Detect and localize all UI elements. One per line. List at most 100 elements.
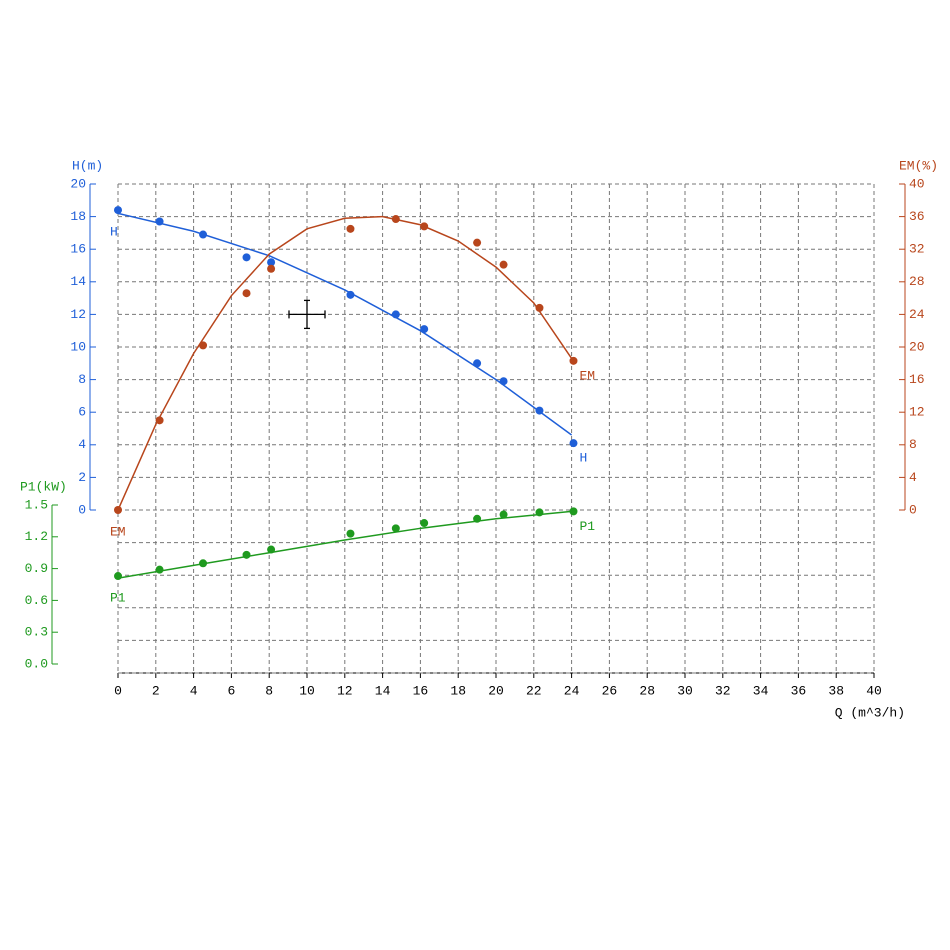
x-tick-label: 12	[337, 683, 353, 698]
data-point	[155, 565, 164, 574]
y2-tick-label: 40	[909, 176, 925, 191]
y-tick-label: 12	[70, 307, 86, 322]
y2-tick-label: 32	[909, 242, 925, 257]
fit-curve	[117, 215, 573, 511]
x-tick-label: 34	[753, 683, 769, 698]
data-point	[499, 377, 508, 386]
x-tick-label: 16	[413, 683, 429, 698]
data-point	[391, 215, 400, 224]
data-point	[114, 572, 122, 581]
data-point	[267, 545, 276, 554]
data-point	[267, 258, 276, 267]
x-tick-label: 4	[190, 683, 198, 698]
y2-tick-label: 28	[909, 274, 925, 289]
x-tick-label: 8	[265, 683, 273, 698]
x-tick-label: 18	[450, 683, 466, 698]
y-tick-label: 0	[78, 502, 86, 517]
data-point	[473, 359, 482, 368]
x-tick-label: 28	[639, 683, 655, 698]
data-point	[346, 224, 355, 233]
data-point	[346, 290, 355, 299]
x-tick-label: 36	[791, 683, 807, 698]
data-point	[569, 507, 578, 516]
y3-axis-title: P1(kW)	[20, 479, 67, 494]
data-point	[346, 529, 355, 538]
y3-tick-label: 0.9	[25, 561, 48, 576]
cursor	[288, 299, 326, 330]
data-point	[267, 264, 276, 273]
data-point	[499, 510, 508, 519]
data-point	[199, 230, 208, 239]
x-tick-label: 30	[677, 683, 693, 698]
curve-label-start: EM	[110, 524, 126, 539]
data-point	[569, 439, 578, 448]
y2-axis-title: EM(%)	[899, 158, 938, 173]
data-point	[569, 356, 578, 365]
x-tick-label: 38	[828, 683, 844, 698]
data-point	[391, 524, 400, 533]
data-point	[391, 310, 400, 319]
data-point	[114, 206, 122, 215]
x-tick-label: 22	[526, 683, 542, 698]
y2-tick-label: 36	[909, 209, 925, 224]
x-axis-title: Q (m^3/h)	[835, 705, 905, 720]
data-point	[155, 416, 164, 425]
y2-tick-label: 0	[909, 502, 917, 517]
data-point	[420, 519, 429, 528]
y-tick-label: 18	[70, 209, 86, 224]
data-point	[473, 514, 482, 523]
y2-tick-label: 12	[909, 405, 925, 420]
y-tick-label: 14	[70, 274, 86, 289]
data-point	[499, 260, 508, 269]
data-point	[242, 253, 251, 262]
y-tick-label: 6	[78, 405, 86, 420]
data-point	[199, 559, 208, 568]
curve-label-start: H	[110, 225, 118, 240]
data-point	[420, 222, 429, 231]
x-tick-label: 40	[866, 683, 882, 698]
x-tick-label: 14	[375, 683, 391, 698]
y-tick-label: 16	[70, 242, 86, 257]
curve-label-start: P1	[110, 590, 126, 605]
data-point	[114, 506, 122, 514]
data-point	[155, 217, 164, 226]
y2-tick-label: 16	[909, 372, 925, 387]
y3-tick-label: 1.5	[25, 497, 48, 512]
data-point	[473, 238, 482, 247]
data-point	[242, 550, 251, 559]
y2-tick-label: 8	[909, 437, 917, 452]
y2-tick-label: 20	[909, 339, 925, 354]
y-tick-label: 8	[78, 372, 86, 387]
x-tick-label: 32	[715, 683, 731, 698]
y3-tick-label: 0.6	[25, 593, 48, 608]
y3-tick-label: 1.2	[25, 529, 48, 544]
fit-curve	[117, 510, 572, 579]
x-tick-label: 6	[227, 683, 235, 698]
y-tick-label: 4	[78, 437, 86, 452]
y2-tick-label: 4	[909, 470, 917, 485]
curve-label-end: H	[579, 451, 587, 466]
x-tick-label: 26	[602, 683, 618, 698]
y3-tick-label: 0.3	[25, 625, 48, 640]
data-point	[535, 508, 544, 517]
x-tick-label: 20	[488, 683, 504, 698]
data-point	[420, 325, 429, 334]
x-tick-label: 0	[114, 683, 122, 698]
y-tick-label: 10	[70, 339, 86, 354]
y-axis-title: H(m)	[72, 158, 103, 173]
data-point	[242, 289, 251, 298]
x-tick-label: 24	[564, 683, 580, 698]
y-tick-label: 20	[70, 176, 86, 191]
y2-tick-label: 24	[909, 307, 925, 322]
curve-label-end: P1	[579, 519, 595, 534]
x-tick-label: 2	[152, 683, 160, 698]
data-point	[535, 406, 544, 415]
x-tick-label: 10	[299, 683, 315, 698]
y3-tick-label: 0.0	[25, 656, 48, 671]
curve-label-end: EM	[579, 368, 595, 383]
data-point	[199, 341, 208, 350]
y-tick-label: 2	[78, 470, 86, 485]
data-point	[535, 303, 544, 312]
